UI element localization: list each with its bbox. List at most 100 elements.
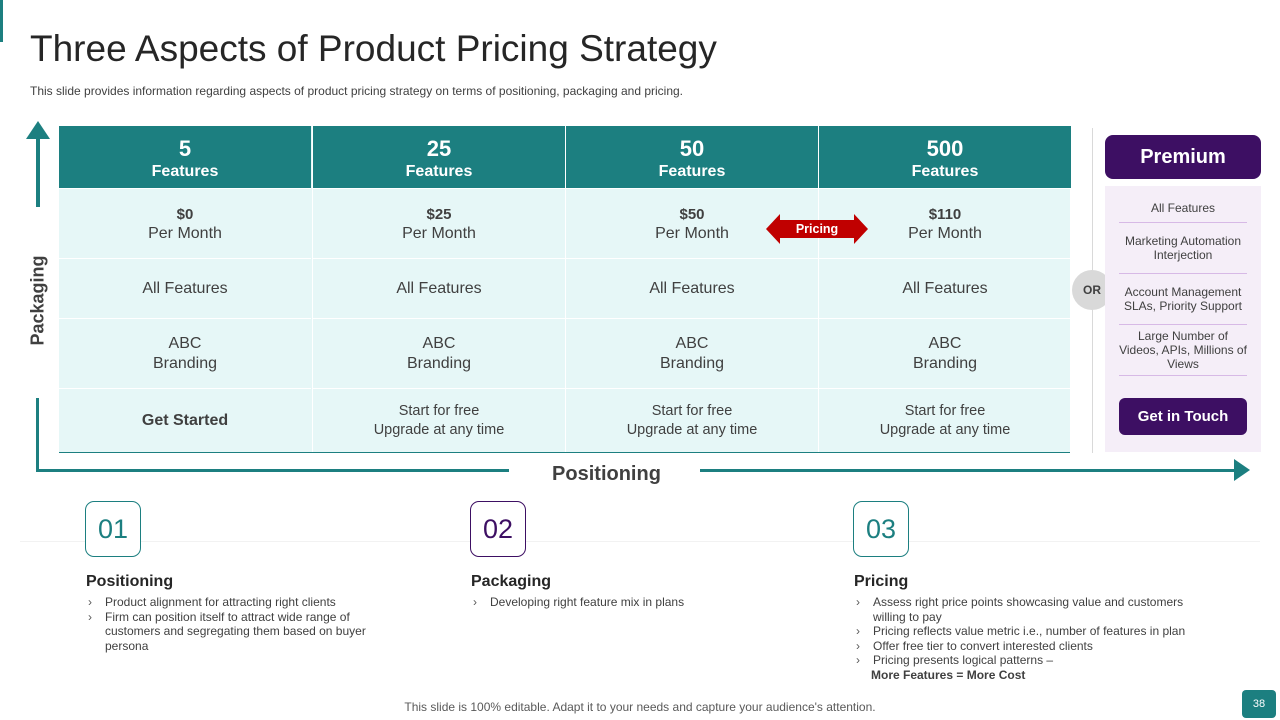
plan-brand-line1: ABC (168, 335, 202, 352)
upgrade-note: Upgrade at any time (373, 422, 505, 438)
aspect-title: Packaging (471, 573, 552, 590)
plan-features-cell: All Features (59, 258, 311, 319)
plan-brand-line2: Branding (406, 355, 472, 372)
positioning-axis-label: Positioning (552, 463, 661, 485)
plan-features: All Features (649, 280, 735, 297)
plan-branding-cell: ABC Branding (59, 318, 311, 389)
arrow-right-icon (1234, 459, 1250, 481)
arrow-up-icon (26, 121, 50, 139)
plan-price: $110 (928, 205, 962, 223)
corner-accent-bar (0, 0, 3, 42)
divider (20, 541, 1260, 542)
plan-brand-line1: ABC (675, 335, 709, 352)
plan-features-cell: All Features (566, 258, 818, 319)
plan-column: 500 Features $110 Per Month All Features… (818, 126, 1071, 452)
plan-branding-cell: ABC Branding (819, 318, 1071, 389)
aspect-number-badge: 03 (853, 501, 909, 557)
plan-price-cell: $50 Per Month (566, 188, 818, 259)
premium-feature: All Features (1119, 194, 1247, 223)
pricing-arrow-label: Pricing (795, 222, 839, 236)
plan-column: 50 Features $50 Per Month All Features A… (565, 126, 818, 452)
packaging-axis-label: Packaging (27, 255, 48, 346)
plan-header: 50 Features (566, 126, 818, 188)
plan-cta-cell[interactable]: Start for free Upgrade at any time (819, 388, 1071, 453)
plan-cta-cell[interactable]: Get Started (59, 388, 311, 453)
aspect-bullet: Pricing reflects value metric i.e., numb… (854, 624, 1199, 639)
plan-branding-cell: ABC Branding (313, 318, 565, 389)
aspect-title: Positioning (86, 573, 174, 590)
plan-brand-line1: ABC (928, 335, 962, 352)
upgrade-note: Upgrade at any time (879, 422, 1011, 438)
plan-header: 5 Features (59, 126, 311, 188)
plan-features: All Features (142, 280, 228, 297)
start-free-link[interactable]: Start for free (398, 403, 480, 419)
premium-feature: Large Number of Videos, APIs, Millions o… (1119, 325, 1247, 376)
plan-branding-cell: ABC Branding (566, 318, 818, 389)
plan-price-cell: $0 Per Month (59, 188, 311, 259)
plan-header: 25 Features (313, 126, 565, 188)
page-number: 38 (1242, 690, 1276, 718)
plan-period: Per Month (148, 224, 222, 242)
premium-feature: Marketing Automation Interjection (1119, 223, 1247, 274)
plan-brand-line1: ABC (422, 335, 456, 352)
aspect-number-badge: 01 (85, 501, 141, 557)
plan-feature-unit: Features (151, 163, 219, 180)
plan-brand-line2: Branding (152, 355, 218, 372)
plan-period: Per Month (402, 224, 476, 242)
footer-note: This slide is 100% editable. Adapt it to… (404, 700, 876, 714)
plan-feature-count: 5 (178, 136, 192, 161)
aspect-emphasis: More Features = More Cost (871, 667, 1026, 682)
aspect-bullet: Developing right feature mix in plans (471, 595, 771, 610)
plan-period: Per Month (655, 224, 729, 242)
plan-price-cell: $110 Per Month (819, 188, 1071, 259)
aspect-bullet: Pricing presents logical patterns – (854, 653, 1199, 668)
aspect-bullet: Offer free tier to convert interested cl… (854, 639, 1199, 654)
y-axis-line-lower (36, 398, 39, 472)
plan-feature-count: 500 (926, 136, 964, 161)
get-started-button[interactable]: Get Started (141, 412, 229, 429)
plan-price: $0 (176, 205, 194, 223)
pricing-double-arrow: Pricing (766, 214, 868, 244)
plan-features: All Features (396, 280, 482, 297)
pricing-table: 5 Features $0 Per Month All Features ABC… (59, 126, 1071, 453)
plan-feature-unit: Features (911, 163, 979, 180)
aspect-title: Pricing (854, 573, 909, 590)
aspect-bullet-list: Developing right feature mix in plans (471, 595, 771, 610)
x-axis-line-left (36, 469, 509, 472)
premium-header: Premium (1105, 135, 1261, 179)
plan-cta-cell[interactable]: Start for free Upgrade at any time (566, 388, 818, 453)
plan-price-cell: $25 Per Month (313, 188, 565, 259)
double-arrow-icon (766, 214, 868, 244)
y-axis-line-upper (36, 132, 40, 207)
start-free-link[interactable]: Start for free (904, 403, 986, 419)
x-axis-line-right (700, 469, 1236, 472)
plan-feature-count: 50 (679, 136, 705, 161)
start-free-link[interactable]: Start for free (651, 403, 733, 419)
aspect-number-badge: 02 (470, 501, 526, 557)
plan-feature-count: 25 (426, 136, 452, 161)
plan-period: Per Month (908, 224, 982, 242)
plan-brand-line2: Branding (912, 355, 978, 372)
premium-feature: Account Management SLAs, Priority Suppor… (1119, 274, 1247, 325)
get-in-touch-button[interactable]: Get in Touch (1119, 398, 1247, 435)
slide-subtitle: This slide provides information regardin… (30, 84, 684, 98)
aspect-bullet-list: Assess right price points showcasing val… (854, 595, 1199, 682)
plan-price: $50 (679, 205, 705, 223)
upgrade-note: Upgrade at any time (626, 422, 758, 438)
plan-price: $25 (426, 205, 452, 223)
plan-feature-unit: Features (658, 163, 726, 180)
aspect-bullet: Product alignment for attracting right c… (86, 595, 376, 610)
plan-cta-cell[interactable]: Start for free Upgrade at any time (313, 388, 565, 453)
plan-features-cell: All Features (819, 258, 1071, 319)
plan-feature-unit: Features (405, 163, 473, 180)
plan-column: 5 Features $0 Per Month All Features ABC… (59, 126, 311, 452)
aspect-bullet-list: Product alignment for attracting right c… (86, 595, 376, 653)
plan-column: 25 Features $25 Per Month All Features A… (312, 126, 565, 452)
plan-brand-line2: Branding (659, 355, 725, 372)
slide-title: Three Aspects of Product Pricing Strateg… (30, 28, 717, 69)
aspect-bullet: Firm can position itself to attract wide… (86, 610, 376, 654)
plan-features-cell: All Features (313, 258, 565, 319)
plan-header: 500 Features (819, 126, 1071, 188)
plan-features: All Features (902, 280, 988, 297)
aspect-bullet: Assess right price points showcasing val… (854, 595, 1199, 624)
